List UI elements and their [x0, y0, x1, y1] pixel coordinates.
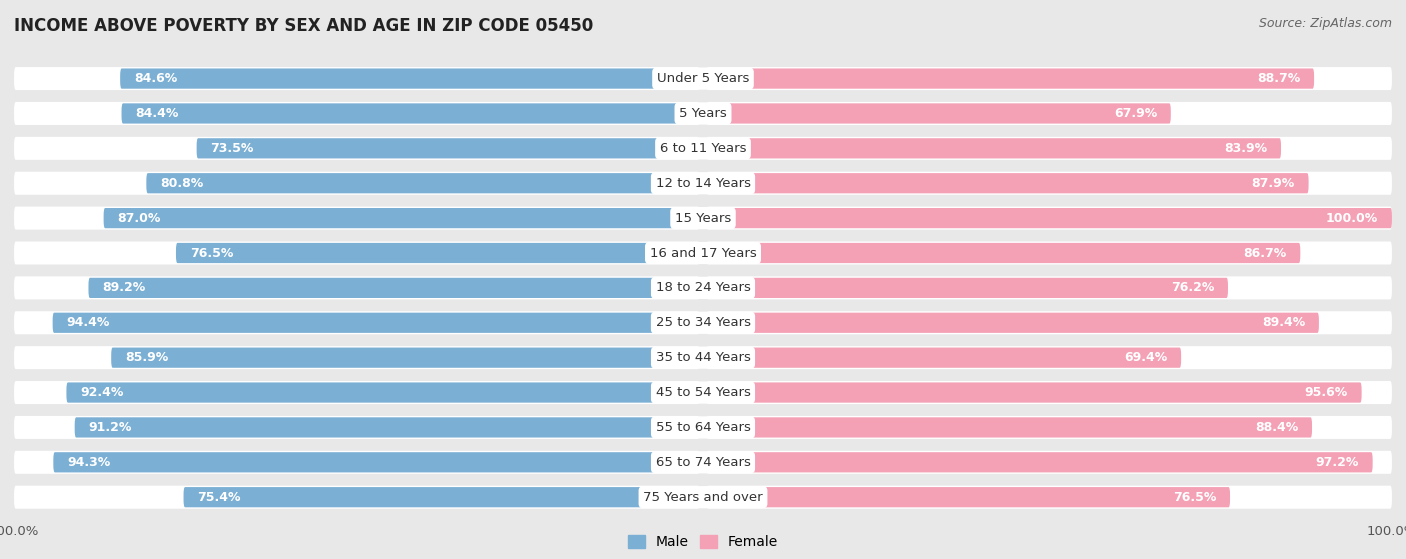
FancyBboxPatch shape	[704, 138, 1281, 158]
Text: 92.4%: 92.4%	[80, 386, 124, 399]
FancyBboxPatch shape	[704, 418, 1312, 438]
FancyBboxPatch shape	[14, 102, 700, 125]
Text: 45 to 54 Years: 45 to 54 Years	[655, 386, 751, 399]
Text: 83.9%: 83.9%	[1225, 142, 1267, 155]
Text: 75 Years and over: 75 Years and over	[643, 491, 763, 504]
FancyBboxPatch shape	[704, 348, 1181, 368]
Text: 76.2%: 76.2%	[1171, 281, 1215, 295]
Text: 55 to 64 Years: 55 to 64 Years	[655, 421, 751, 434]
FancyBboxPatch shape	[706, 381, 1392, 404]
FancyBboxPatch shape	[184, 487, 702, 508]
Text: INCOME ABOVE POVERTY BY SEX AND AGE IN ZIP CODE 05450: INCOME ABOVE POVERTY BY SEX AND AGE IN Z…	[14, 17, 593, 35]
FancyBboxPatch shape	[706, 102, 1392, 125]
FancyBboxPatch shape	[14, 172, 700, 195]
Text: 80.8%: 80.8%	[160, 177, 204, 190]
FancyBboxPatch shape	[706, 451, 1392, 474]
Text: 18 to 24 Years: 18 to 24 Years	[655, 281, 751, 295]
Text: Under 5 Years: Under 5 Years	[657, 72, 749, 85]
FancyBboxPatch shape	[176, 243, 702, 263]
Text: 35 to 44 Years: 35 to 44 Years	[655, 351, 751, 364]
FancyBboxPatch shape	[14, 346, 700, 369]
FancyBboxPatch shape	[704, 312, 1319, 333]
Text: 67.9%: 67.9%	[1114, 107, 1157, 120]
FancyBboxPatch shape	[120, 68, 702, 89]
FancyBboxPatch shape	[706, 486, 1392, 509]
Text: 94.4%: 94.4%	[66, 316, 110, 329]
Text: 91.2%: 91.2%	[89, 421, 132, 434]
FancyBboxPatch shape	[14, 451, 700, 474]
FancyBboxPatch shape	[706, 137, 1392, 160]
Text: 6 to 11 Years: 6 to 11 Years	[659, 142, 747, 155]
FancyBboxPatch shape	[704, 382, 1361, 402]
Text: 87.0%: 87.0%	[117, 212, 160, 225]
FancyBboxPatch shape	[197, 138, 702, 158]
Text: 87.9%: 87.9%	[1251, 177, 1295, 190]
Text: 86.7%: 86.7%	[1243, 247, 1286, 259]
Text: 94.3%: 94.3%	[67, 456, 110, 469]
Text: 12 to 14 Years: 12 to 14 Years	[655, 177, 751, 190]
FancyBboxPatch shape	[706, 276, 1392, 300]
Text: Source: ZipAtlas.com: Source: ZipAtlas.com	[1258, 17, 1392, 30]
FancyBboxPatch shape	[14, 311, 700, 334]
FancyBboxPatch shape	[704, 103, 1171, 124]
FancyBboxPatch shape	[706, 67, 1392, 90]
Text: 25 to 34 Years: 25 to 34 Years	[655, 316, 751, 329]
Text: 100.0%: 100.0%	[1326, 212, 1378, 225]
Text: 84.4%: 84.4%	[135, 107, 179, 120]
Text: 84.6%: 84.6%	[134, 72, 177, 85]
Text: 95.6%: 95.6%	[1305, 386, 1348, 399]
FancyBboxPatch shape	[121, 103, 702, 124]
Text: 15 Years: 15 Years	[675, 212, 731, 225]
FancyBboxPatch shape	[14, 381, 700, 404]
FancyBboxPatch shape	[706, 416, 1392, 439]
FancyBboxPatch shape	[706, 172, 1392, 195]
FancyBboxPatch shape	[704, 68, 1315, 89]
FancyBboxPatch shape	[704, 452, 1372, 472]
Legend: Male, Female: Male, Female	[623, 529, 783, 555]
Text: 88.7%: 88.7%	[1257, 72, 1301, 85]
Text: 88.4%: 88.4%	[1256, 421, 1298, 434]
Text: 73.5%: 73.5%	[211, 142, 253, 155]
FancyBboxPatch shape	[704, 278, 1227, 298]
FancyBboxPatch shape	[75, 418, 702, 438]
FancyBboxPatch shape	[706, 241, 1392, 264]
FancyBboxPatch shape	[104, 208, 702, 228]
FancyBboxPatch shape	[14, 241, 700, 264]
FancyBboxPatch shape	[704, 487, 1230, 508]
FancyBboxPatch shape	[704, 243, 1301, 263]
Text: 65 to 74 Years: 65 to 74 Years	[655, 456, 751, 469]
Text: 5 Years: 5 Years	[679, 107, 727, 120]
Text: 76.5%: 76.5%	[1173, 491, 1216, 504]
FancyBboxPatch shape	[14, 67, 700, 90]
FancyBboxPatch shape	[704, 173, 1309, 193]
FancyBboxPatch shape	[14, 416, 700, 439]
FancyBboxPatch shape	[53, 452, 702, 472]
FancyBboxPatch shape	[52, 312, 702, 333]
FancyBboxPatch shape	[14, 486, 700, 509]
FancyBboxPatch shape	[706, 207, 1392, 230]
Text: 97.2%: 97.2%	[1316, 456, 1358, 469]
FancyBboxPatch shape	[704, 208, 1392, 228]
Text: 75.4%: 75.4%	[197, 491, 240, 504]
Text: 69.4%: 69.4%	[1123, 351, 1167, 364]
FancyBboxPatch shape	[111, 348, 702, 368]
FancyBboxPatch shape	[14, 207, 700, 230]
FancyBboxPatch shape	[66, 382, 702, 402]
FancyBboxPatch shape	[706, 346, 1392, 369]
FancyBboxPatch shape	[706, 311, 1392, 334]
Text: 85.9%: 85.9%	[125, 351, 169, 364]
Text: 89.4%: 89.4%	[1261, 316, 1305, 329]
FancyBboxPatch shape	[14, 276, 700, 300]
FancyBboxPatch shape	[146, 173, 702, 193]
FancyBboxPatch shape	[14, 137, 700, 160]
Text: 16 and 17 Years: 16 and 17 Years	[650, 247, 756, 259]
Text: 76.5%: 76.5%	[190, 247, 233, 259]
Text: 89.2%: 89.2%	[103, 281, 145, 295]
FancyBboxPatch shape	[89, 278, 702, 298]
